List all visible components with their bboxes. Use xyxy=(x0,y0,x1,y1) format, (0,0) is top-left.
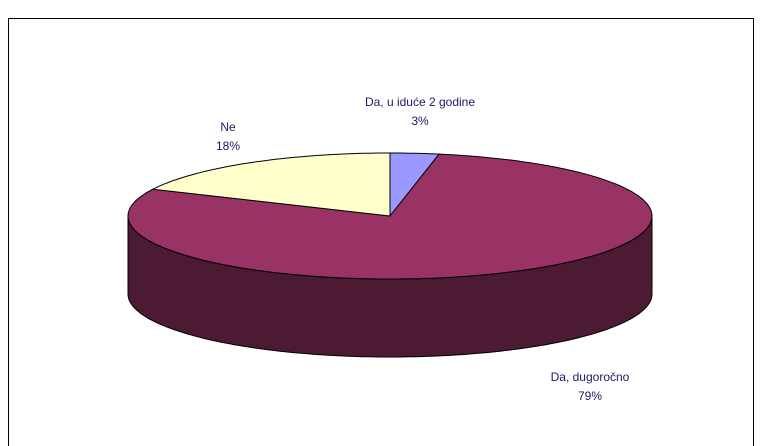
slice-label: Da, dugoročno xyxy=(551,370,630,384)
slice-value-label: 18% xyxy=(216,139,240,153)
slice-value-label: 3% xyxy=(411,114,429,128)
pie-slice xyxy=(151,152,391,217)
slice-value-label: 79% xyxy=(578,389,602,403)
pie-slice xyxy=(127,153,653,280)
slice-label: Da, u iduće 2 godine xyxy=(365,95,475,109)
slice-label: Ne xyxy=(220,120,236,134)
